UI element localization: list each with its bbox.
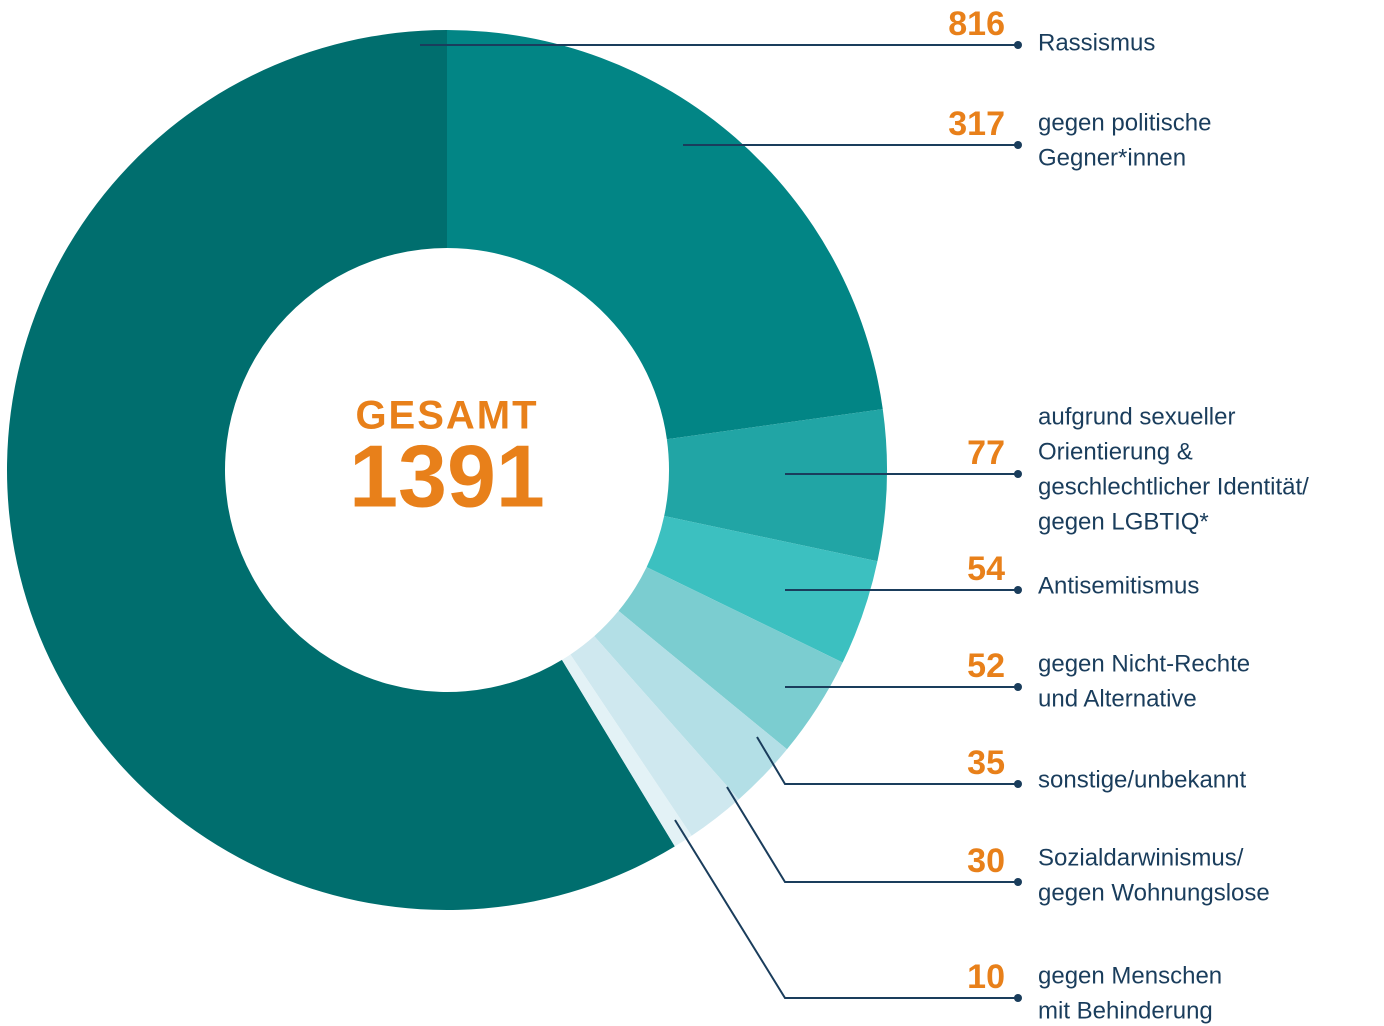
slice	[447, 30, 883, 440]
category-label: gegen Nicht-Rechte	[1038, 650, 1250, 677]
value-label: 816	[948, 5, 1005, 43]
slice	[561, 654, 692, 847]
slice	[570, 636, 739, 836]
leader-dot	[1014, 780, 1022, 788]
value-label: 77	[967, 434, 1005, 472]
leader-line	[726, 786, 1018, 883]
leader-line	[674, 819, 1018, 999]
slice	[594, 610, 787, 800]
leader-dot	[1014, 586, 1022, 594]
category-label: Gegner*innen	[1038, 144, 1186, 171]
leader-line	[756, 736, 1018, 785]
leader-dot	[1014, 878, 1022, 886]
value-label: 52	[967, 647, 1005, 685]
center-value: 1391	[349, 426, 545, 525]
category-label: Antisemitismus	[1038, 572, 1199, 599]
category-label: Orientierung &	[1038, 438, 1193, 465]
leader-dot	[1014, 683, 1022, 691]
category-label: gegen LGBTIQ*	[1038, 508, 1209, 535]
slice	[618, 567, 843, 750]
slice	[664, 409, 887, 562]
leader-dot	[1014, 994, 1022, 1002]
value-label: 30	[967, 842, 1005, 880]
category-label: aufgrund sexueller	[1038, 403, 1235, 430]
category-label: Sozialdarwinismus/	[1038, 844, 1244, 871]
leader-dot	[1014, 41, 1022, 49]
category-label: gegen Menschen	[1038, 962, 1222, 989]
slice	[646, 516, 878, 663]
leader-dot	[1014, 470, 1022, 478]
category-label: gegen Wohnungslose	[1038, 879, 1270, 906]
value-label: 10	[967, 958, 1005, 996]
category-label: Rassismus	[1038, 29, 1155, 56]
value-label: 35	[967, 744, 1005, 782]
category-label: geschlechtlicher Identität/	[1038, 473, 1309, 500]
center-title: GESAMT	[355, 394, 538, 438]
category-label: gegen politische	[1038, 109, 1211, 136]
value-label: 317	[948, 105, 1005, 143]
value-label: 54	[967, 550, 1005, 588]
slice	[6, 30, 675, 910]
category-label: und Alternative	[1038, 685, 1197, 712]
category-label: sonstige/unbekannt	[1038, 766, 1246, 793]
leader-dot	[1014, 141, 1022, 149]
category-label: mit Behinderung	[1038, 997, 1213, 1024]
